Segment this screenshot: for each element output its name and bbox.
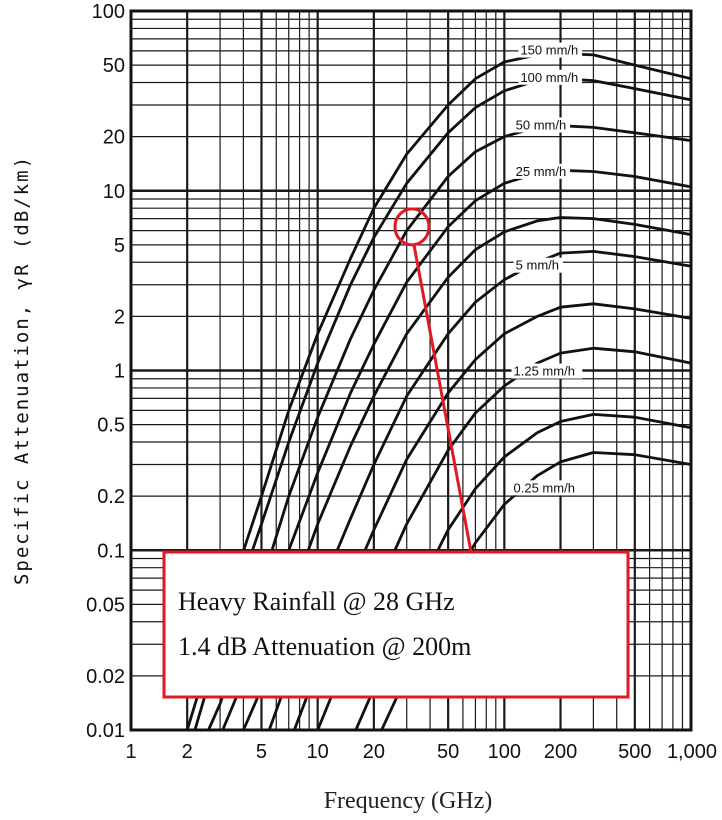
annotation-line-1: Heavy Rainfall @ 28 GHz	[178, 587, 455, 616]
y-tick-label: 0.1	[97, 540, 125, 562]
y-tick-label: 50	[103, 55, 125, 77]
curve-label-bg	[511, 480, 583, 496]
curve-label: 25 mm/h	[516, 164, 567, 179]
x-tick-label: 1	[125, 741, 136, 763]
x-tick-labels: 1 2 5 10 20 50 100 200 500 1,000	[125, 741, 717, 763]
curve-label-bg	[518, 42, 583, 58]
curve-label-bg	[513, 163, 571, 179]
y-tick-label: 0.01	[86, 720, 125, 742]
annotation: Heavy Rainfall @ 28 GHz 1.4 dB Attenuati…	[162, 207, 630, 699]
x-tick-label: 20	[363, 741, 385, 763]
x-tick-label: 50	[437, 741, 459, 763]
annotation-line-2: 1.4 dB Attenuation @ 200m	[178, 632, 471, 661]
y-tick-label: 0.02	[86, 666, 125, 688]
x-tick-label: 2	[182, 741, 193, 763]
x-tick-label: 1,000	[667, 741, 717, 763]
y-tick-label: 100	[92, 1, 125, 23]
y-axis-label: Specific Attenuation, γR (dB/km)	[11, 155, 33, 585]
curve-label-bg	[511, 363, 583, 379]
y-tick-label: 2	[114, 306, 125, 328]
y-tick-label: 10	[103, 181, 125, 203]
curve-label: 100 mm/h	[520, 70, 578, 85]
annotation-box	[162, 550, 630, 699]
curve-label: 50 mm/h	[516, 117, 567, 132]
curve-label: 5 mm/h	[516, 258, 559, 273]
curve-50-mm-h	[207, 124, 693, 732]
x-tick-label: 10	[307, 741, 329, 763]
x-tick-label: 200	[544, 741, 577, 763]
curve-label-bg	[513, 257, 563, 273]
y-tick-label: 0.5	[97, 415, 125, 437]
curve-label-bg	[518, 69, 583, 85]
x-tick-label: 100	[488, 741, 521, 763]
y-tick-labels: 0.01 0.02 0.05 0.1 0.2 0.5 1 2 5 10 20 50 100	[86, 1, 125, 742]
plot-frame	[129, 9, 693, 732]
curve-label: 150 mm/h	[520, 43, 578, 58]
y-tick-label: 1	[114, 361, 125, 383]
x-axis-label: Frequency (GHz)	[324, 788, 493, 814]
curve-25-mm-h	[221, 168, 693, 732]
y-tick-label: 5	[114, 235, 125, 257]
annotation-circle	[393, 207, 431, 247]
y-tick-label: 0.05	[86, 594, 125, 616]
curve-label: 0.25 mm/h	[514, 480, 575, 495]
y-tick-label: 20	[103, 127, 125, 149]
curve-label: 1.25 mm/h	[514, 364, 575, 379]
x-tick-label: 500	[618, 741, 651, 763]
annotation-pointer-line	[412, 244, 473, 553]
curve-label-bg	[513, 117, 571, 133]
curve-labels: 150 mm/h 100 mm/h 50 mm/h 25 mm/h 5 mm/h 1.25…	[511, 42, 583, 496]
y-tick-label: 0.2	[97, 486, 125, 508]
x-tick-label: 5	[256, 741, 267, 763]
